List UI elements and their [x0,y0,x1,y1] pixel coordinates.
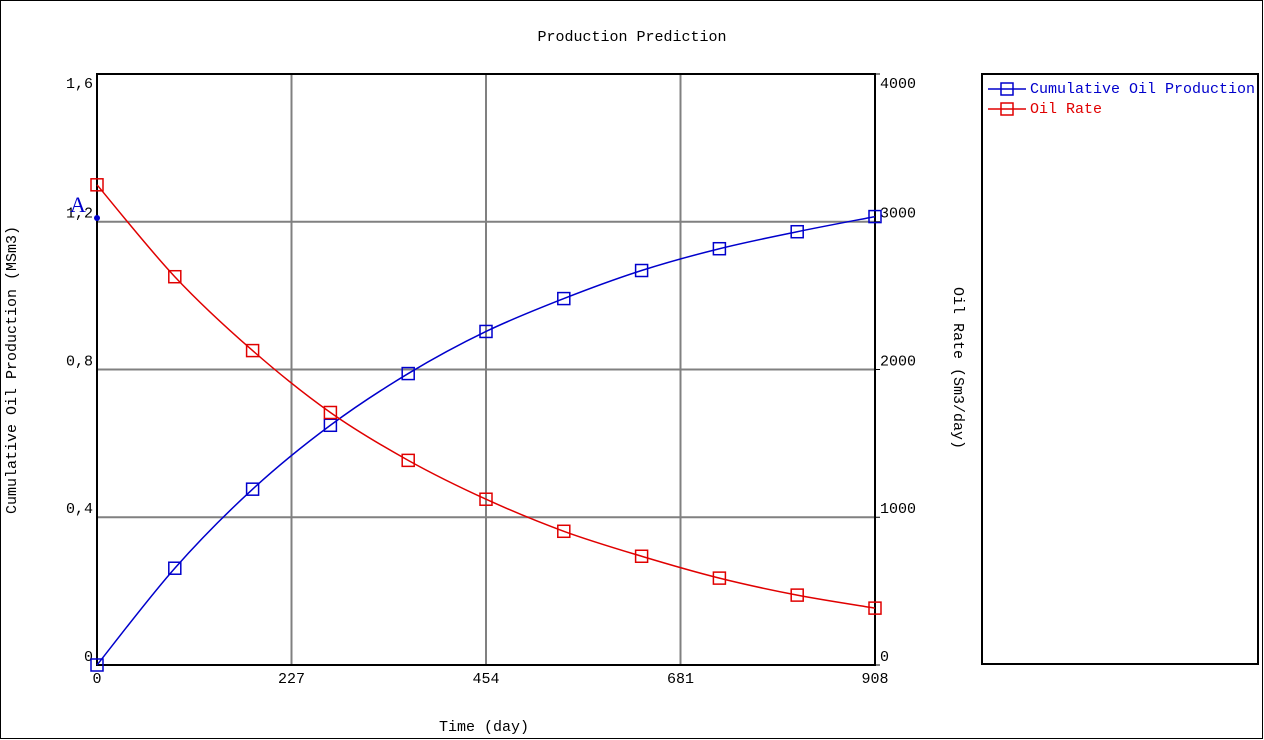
y2-tick-label: 1000 [880,501,916,518]
x-tick-label: 0 [92,671,101,688]
marker [790,224,804,239]
y-axis-label: Cumulative Oil Production (MSm3) [4,226,21,514]
x-axis-label: Time (day) [439,719,529,736]
marker [90,178,104,192]
y-tick-label: 0,4 [66,501,93,518]
marker [634,263,649,278]
legend-label: Oil Rate [1030,101,1102,118]
x-tick-label: 454 [472,671,499,688]
annotation-point [94,215,100,221]
marker [245,343,260,358]
marker [401,366,415,381]
marker [323,418,338,433]
marker [712,571,727,585]
marker [401,453,415,468]
marker [90,658,104,672]
marker [479,492,493,506]
plot-area: 0 227 454 681 908 0 0,4 0,8 1,2 1,6 0 1000 2000 3000 4… [66,73,916,688]
y-tick-label: 0 [84,649,93,666]
legend-marker [1000,82,1014,96]
chart-title: Production Prediction [537,29,726,46]
x-tick-label: 681 [667,671,694,688]
marker [712,241,727,256]
x-tick-label: 908 [861,671,888,688]
y-tick-label: 1,2 [66,206,93,223]
series-line [96,184,876,609]
marker [634,549,649,564]
legend: Cumulative Oil Production Oil Rate [988,81,1255,118]
legend-box [981,73,1259,665]
marker [790,588,804,602]
marker [557,291,571,306]
y2-tick-label: 2000 [880,353,916,370]
y2-tick-label: 0 [880,649,889,666]
series-line [96,215,876,666]
plot-border [96,73,876,666]
y2-tick-label: 4000 [880,76,916,93]
y-tick-label: 0,8 [66,353,93,370]
annotation: A [70,192,86,217]
legend-label: Cumulative Oil Production [1030,81,1255,98]
y2-axis-label: Oil Rate (Sm3/day) [949,287,966,449]
marker [168,561,182,575]
marker [245,482,260,496]
marker [479,324,493,339]
marker [557,524,571,539]
legend-marker [1000,102,1014,116]
marker [868,209,882,224]
x-tick-label: 227 [278,671,305,688]
marker [868,601,882,615]
marker [323,405,338,420]
marker [168,269,182,284]
y-tick-label: 1,6 [66,76,93,93]
y2-tick-label: 3000 [880,206,916,223]
